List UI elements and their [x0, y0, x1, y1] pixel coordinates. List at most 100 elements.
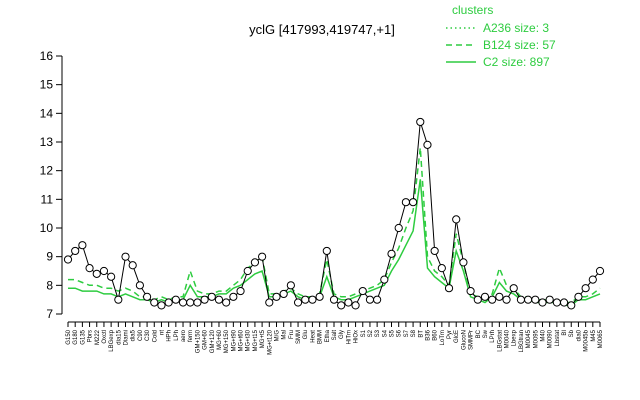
x-tick-label: M0045 [526, 329, 532, 348]
data-point [466, 286, 475, 296]
data-point [351, 301, 360, 310]
data-point [107, 272, 116, 281]
x-tick-label: BT [418, 330, 424, 338]
data-point [315, 292, 324, 301]
x-tick-label: G150 [66, 329, 72, 344]
data-point [387, 249, 396, 258]
data-point [258, 252, 267, 261]
y-tick-label: 9 [46, 250, 53, 264]
x-tick-label: LoTm [440, 330, 446, 345]
data-point [488, 295, 497, 304]
x-tick-label: S5 [390, 329, 396, 337]
x-tick-label: Lbstat [555, 330, 561, 347]
data-point [552, 298, 561, 307]
x-tick-label: LBGstat [497, 330, 503, 352]
x-tick-label: S7 [404, 329, 410, 337]
data-point [322, 246, 331, 256]
data-point [222, 298, 231, 307]
data-point [243, 266, 252, 276]
x-tick-label: S8 [411, 329, 417, 337]
x-tick-label: M0090 [548, 329, 554, 348]
data-point [92, 269, 101, 278]
x-tick-label: BMM [318, 330, 324, 344]
data-point [358, 286, 367, 296]
x-tick-label: LBGexp [109, 329, 115, 351]
data-point [121, 252, 130, 261]
x-tick-label: LPrh [490, 330, 496, 343]
x-tick-label: nt [159, 330, 165, 335]
data-point [416, 117, 425, 127]
data-point [588, 275, 597, 284]
data-point [574, 292, 583, 301]
data-point [286, 281, 295, 290]
data-point [186, 298, 195, 307]
x-tick-label: S3 [375, 329, 381, 337]
data-point [265, 298, 274, 307]
x-tick-label: Salt [332, 330, 338, 341]
plot-area: 7 8 9 10 11 12 13 14 15 16 G150 G180 G135 Pbrs M222 Oxc… [40, 49, 605, 355]
x-tick-label: HiOx [354, 330, 360, 343]
x-tick-label: M40 [540, 329, 546, 341]
x-tick-label: Glu [303, 330, 309, 339]
data-point [459, 258, 468, 267]
data-point [272, 292, 281, 301]
x-tick-label: Diami [124, 330, 130, 345]
x-tick-label: aero [181, 329, 187, 342]
data-point [502, 295, 511, 304]
x-tick-label: M0040 [505, 329, 511, 348]
x-tick-label: B60 [433, 329, 439, 340]
x-tick-label: G135 [80, 329, 86, 344]
x-tick-label: S2 [368, 329, 374, 337]
x-tick-label: dia5 [131, 329, 137, 341]
x-tick-label: GM+60 [203, 329, 209, 350]
x-tick-label: Heat [310, 330, 316, 343]
data-point [200, 295, 209, 304]
data-point [394, 223, 403, 233]
x-tick-label: C30 [145, 329, 151, 341]
data-point [373, 295, 382, 304]
x-tick-label: M/G [274, 330, 280, 342]
x-tick-label: MG+t60 [239, 329, 245, 351]
data-point [329, 295, 339, 304]
x-tick-label: LPh [174, 330, 180, 341]
data-point [164, 298, 173, 307]
data-point [63, 255, 73, 264]
data-point [337, 301, 346, 310]
x-tick-label: S4 [382, 329, 388, 337]
data-point [444, 284, 454, 293]
x-tick-label: LBGtran [519, 330, 525, 352]
data-point [408, 198, 418, 207]
y-tick-label: 16 [40, 49, 54, 63]
data-point [538, 298, 547, 307]
data-point [214, 295, 224, 304]
x-tick-label: SMM [296, 330, 302, 344]
legend-entry: B124 size: 57 [483, 38, 556, 52]
data-point [114, 295, 123, 304]
x-tick-label: Sw [483, 329, 489, 338]
y-tick-label: 13 [40, 135, 54, 149]
x-tick-label: HiTm [346, 330, 352, 344]
x-tick-label: BI [562, 330, 568, 336]
x-tick-label: MG+60 [217, 329, 223, 350]
x-tick-label: MG+t90 [231, 329, 237, 351]
x-tick-label: Lbexp [512, 329, 518, 346]
x-tick-label: ferm [188, 330, 194, 342]
data-point [437, 264, 446, 273]
x-tick-label: MG+t5 [260, 329, 266, 348]
x-tick-label: Gly [339, 330, 345, 339]
data-point [135, 281, 144, 290]
gene-profile-line [67, 121, 601, 307]
data-point [495, 292, 504, 301]
x-tick-label: Mal [282, 330, 288, 340]
y-tick-label: 14 [40, 106, 54, 120]
data-point [430, 246, 439, 256]
y-tick-label: 15 [40, 78, 54, 92]
data-point [308, 295, 317, 304]
data-point [250, 258, 260, 267]
x-tick-label: M45 [591, 329, 597, 341]
x-tick-label: MG+t30 [246, 329, 252, 351]
data-point [85, 264, 94, 273]
x-tick-label: M0065 [598, 329, 604, 348]
data-point [509, 284, 518, 293]
